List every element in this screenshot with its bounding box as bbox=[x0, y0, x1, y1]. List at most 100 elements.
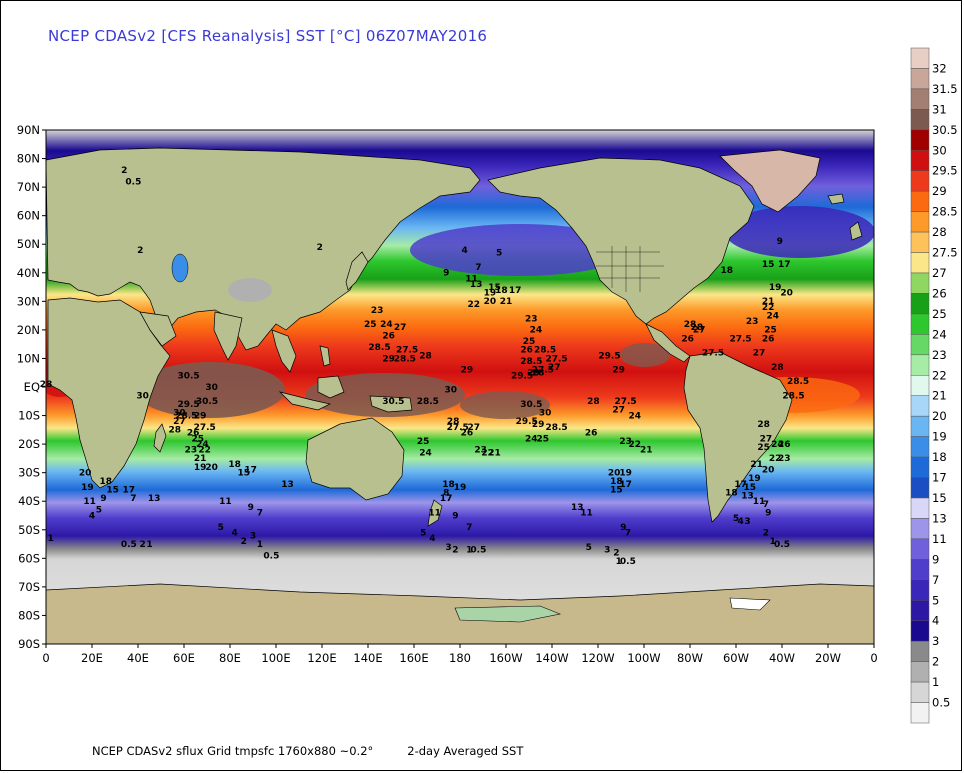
colorbar-swatch bbox=[910, 68, 930, 90]
east-pacific-warm-pool bbox=[620, 343, 670, 367]
lat-label: 30N bbox=[17, 294, 40, 308]
contour-label: 23 bbox=[619, 437, 632, 447]
colorbar-swatch bbox=[910, 313, 930, 335]
colorbar-swatch bbox=[910, 518, 930, 540]
contour-label: 19 bbox=[769, 283, 782, 293]
colorbar-swatch bbox=[910, 620, 930, 642]
north-america-land bbox=[487, 157, 755, 325]
colorbar-label: 32 bbox=[932, 61, 947, 75]
colorbar-label: 9 bbox=[932, 552, 939, 566]
contour-label: 29.5 bbox=[516, 417, 538, 427]
colorbar-swatch bbox=[910, 354, 930, 376]
contour-label: 28 bbox=[771, 363, 784, 373]
contour-label: 23 bbox=[371, 306, 384, 316]
contour-label: 28 bbox=[447, 417, 460, 427]
ross-ice-shelf bbox=[454, 605, 562, 623]
contour-label: 24 bbox=[767, 311, 780, 321]
contour-label: 9 bbox=[765, 509, 771, 519]
colorbar-swatch bbox=[910, 334, 930, 356]
contour-label: 30.5 bbox=[382, 397, 404, 407]
contour-label: 30.5 bbox=[520, 400, 542, 410]
contour-label: 15 bbox=[744, 483, 757, 493]
contour-label: 2 bbox=[613, 548, 619, 558]
contour-label: 2 bbox=[763, 528, 769, 538]
contour-label: 27 bbox=[760, 434, 773, 444]
uk-land bbox=[849, 221, 863, 241]
colorbar-label: 4 bbox=[932, 614, 939, 628]
tibetan-plateau bbox=[228, 278, 272, 302]
contour-label: 7 bbox=[466, 523, 472, 533]
contour-label: 26 bbox=[187, 429, 200, 439]
colorbar-label: 30.5 bbox=[932, 123, 958, 137]
australia-land bbox=[305, 417, 405, 501]
lat-label: 40S bbox=[18, 494, 40, 508]
lat-label: 50S bbox=[18, 523, 40, 537]
colorbar-swatch bbox=[910, 211, 930, 233]
contour-label: 3 bbox=[604, 546, 610, 556]
lat-label: 90N bbox=[17, 123, 40, 137]
contour-label: 17 bbox=[123, 486, 136, 496]
colorbar-swatch bbox=[910, 579, 930, 601]
contour-label: 29.5 bbox=[177, 400, 199, 410]
contour-label: 29 bbox=[194, 411, 207, 421]
contour-label: 29 bbox=[461, 366, 474, 376]
lon-label: 20W bbox=[815, 651, 841, 665]
central-pacific-warm-pool bbox=[460, 391, 550, 419]
contour-label: 22 bbox=[481, 449, 494, 459]
colorbar-swatch bbox=[910, 170, 930, 192]
indian-ocean-warm-pool bbox=[135, 362, 285, 418]
contour-label: 18 bbox=[100, 477, 113, 487]
contour-label: 9 bbox=[100, 494, 106, 504]
land bbox=[46, 147, 863, 527]
colorbar-label: 27.5 bbox=[932, 246, 958, 260]
contour-label: 26 bbox=[681, 334, 694, 344]
contour-label: 2 bbox=[317, 243, 323, 253]
contour-label: 23 bbox=[746, 317, 759, 327]
colorbar-label: 5 bbox=[932, 593, 939, 607]
contour-label: 18 bbox=[228, 460, 241, 470]
contour-label: 22 bbox=[769, 454, 782, 464]
contour-label: 11 bbox=[83, 497, 96, 507]
colorbar-label: 2 bbox=[932, 655, 939, 669]
contour-label: 13 bbox=[148, 494, 161, 504]
lon-label: 80W bbox=[677, 651, 703, 665]
north-atlantic-cold bbox=[725, 206, 874, 258]
contour-label: 3 bbox=[250, 531, 256, 541]
contour-label: 27.5 bbox=[447, 423, 469, 433]
contour-label: 27 bbox=[173, 417, 186, 427]
contour-label: 22 bbox=[762, 303, 775, 313]
contour-label: 24 bbox=[629, 411, 642, 421]
eurasia-land bbox=[46, 147, 481, 351]
contour-label: 25 bbox=[537, 434, 550, 444]
contour-label: 18 bbox=[495, 286, 508, 296]
colorbar-label: 22 bbox=[932, 368, 947, 382]
contour-label: 21 bbox=[750, 460, 763, 470]
colorbar-swatch bbox=[910, 47, 930, 69]
contour-label: 28 bbox=[419, 351, 432, 361]
contour-label: 1 bbox=[466, 546, 472, 556]
contour-label: 23 bbox=[525, 314, 538, 324]
lat-label: 60N bbox=[17, 209, 40, 223]
contour-label: 0.5 bbox=[125, 177, 141, 187]
contour-label: 20 bbox=[762, 466, 775, 476]
colorbar-label: 18 bbox=[932, 450, 947, 464]
contour-label: 27 bbox=[693, 326, 706, 336]
colorbar-label: 24 bbox=[932, 327, 947, 341]
us-state-grid bbox=[596, 246, 664, 292]
caspian-sea bbox=[171, 253, 189, 283]
contour-label: 17 bbox=[778, 260, 791, 270]
lon-label: 100W bbox=[627, 651, 660, 665]
contour-label: 28.5 bbox=[417, 397, 439, 407]
contour-label: 25 bbox=[192, 434, 205, 444]
contour-label: 17 bbox=[440, 494, 453, 504]
colorbar-label: 17 bbox=[932, 471, 947, 485]
colorbar-swatch bbox=[910, 375, 930, 396]
contour-label: 9 bbox=[248, 503, 254, 513]
contour-label: 23 bbox=[185, 446, 198, 456]
colorbar-label: 23 bbox=[932, 348, 947, 362]
contour-label: 3 bbox=[744, 517, 750, 527]
sumatra-java-land bbox=[278, 391, 332, 411]
lon-label: 160E bbox=[399, 651, 428, 665]
contour-label: 11 bbox=[465, 274, 478, 284]
colorbar-label: 31 bbox=[932, 102, 947, 116]
